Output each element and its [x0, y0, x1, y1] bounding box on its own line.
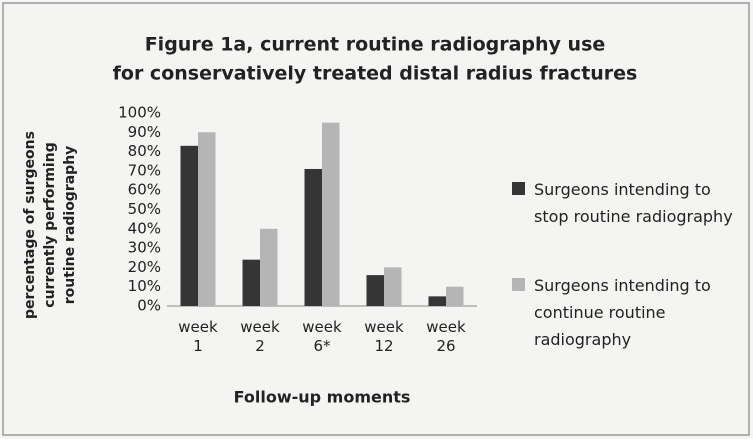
y-tick-label: 100%	[118, 104, 161, 122]
legend-label: Surgeons intending to continue routine r…	[534, 276, 711, 349]
y-tick-label: 60%	[128, 181, 161, 199]
bar	[304, 168, 322, 306]
y-tick-label: 90%	[128, 123, 161, 141]
y-tick-label: 30%	[128, 239, 161, 257]
y-tick-label: 40%	[128, 219, 161, 237]
chart-title: for conservatively treated distal radius…	[113, 63, 638, 85]
bar	[322, 122, 340, 307]
y-tick-label: 20%	[128, 258, 161, 276]
legend-label: Surgeons intending to stop routine radio…	[534, 180, 733, 226]
chart-title: Figure 1a, current routine radiography u…	[145, 34, 606, 56]
x-tick-label: week 26	[426, 318, 466, 355]
bar	[180, 145, 198, 306]
y-tick-label: 70%	[128, 161, 161, 179]
bar	[198, 132, 216, 306]
bar	[428, 296, 446, 306]
legend-swatch	[512, 278, 525, 291]
legend-swatch	[512, 182, 525, 195]
y-tick-label: 0%	[137, 297, 161, 315]
y-tick-label: 50%	[128, 200, 161, 218]
x-tick-label: week 12	[364, 318, 404, 355]
x-tick-label: week 2	[240, 318, 280, 355]
x-axis-title: Follow-up moments	[234, 388, 411, 407]
bar	[384, 267, 402, 306]
y-tick-label: 80%	[128, 142, 161, 160]
x-tick-label: week 6*	[302, 318, 342, 355]
bar	[446, 286, 464, 306]
y-axis-title: percentage of surgeons currently perform…	[22, 131, 78, 319]
bar	[260, 228, 278, 306]
bar	[242, 259, 260, 306]
y-tick-label: 10%	[128, 277, 161, 295]
bar	[366, 275, 384, 306]
x-tick-label: week 1	[178, 318, 218, 355]
